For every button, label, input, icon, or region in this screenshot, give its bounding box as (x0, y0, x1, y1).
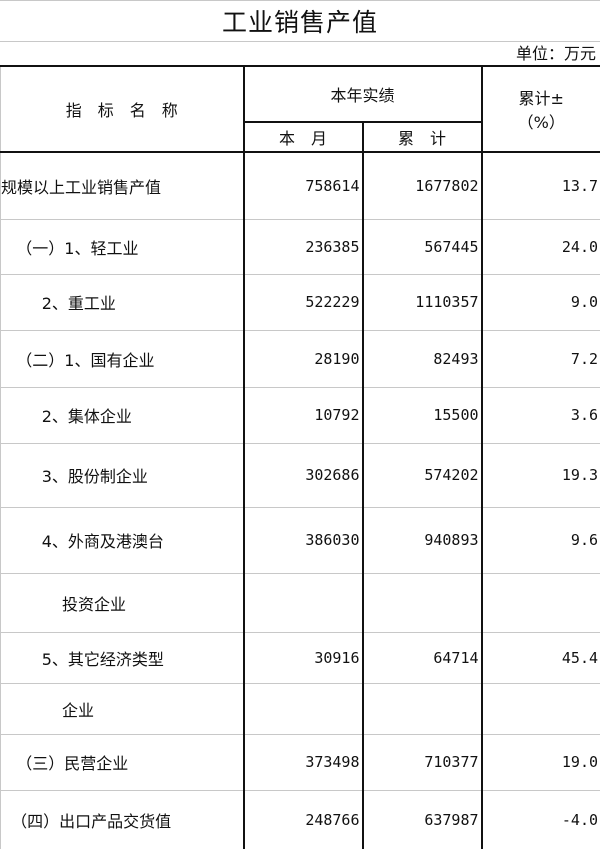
table-row: 5、其它经济类型 30916 64714 45.4 (0, 631, 600, 684)
report-title: 工业销售产值 (0, 0, 600, 42)
row-change: 9.0 (480, 273, 600, 331)
sales-table: 指 标 名 称 本年实绩 累计± （%） 本 月 累 计 规模以上工业销售产值 7… (0, 65, 600, 849)
row-cumulative (361, 572, 483, 633)
row-cumulative: 637987 (361, 789, 483, 849)
row-month: 10792 (242, 386, 364, 444)
row-month: 522229 (242, 273, 364, 331)
row-month: 302686 (242, 442, 364, 508)
header-change-line2: （%） (517, 113, 565, 132)
row-name: 企业 (0, 682, 245, 735)
table-row: 2、集体企业 10792 15500 3.6 (0, 386, 600, 444)
table-row: （四）出口产品交货值 248766 637987 -4.0 (0, 789, 600, 849)
table-row: 规模以上工业销售产值 758614 1677802 13.7 (0, 151, 600, 220)
row-change (480, 572, 600, 633)
row-change: 19.3 (480, 442, 600, 508)
row-month: 386030 (242, 506, 364, 574)
row-month (242, 682, 364, 735)
row-name: 4、外商及港澳台 (0, 506, 245, 574)
row-change: 9.6 (480, 506, 600, 574)
row-change: 7.2 (480, 329, 600, 388)
row-name: 投资企业 (0, 572, 245, 633)
header-change: 累计± （%） (480, 65, 600, 153)
header-this-month: 本 月 (243, 121, 364, 153)
row-cumulative: 82493 (361, 329, 483, 388)
table-row: （一）1、轻工业 236385 567445 24.0 (0, 218, 600, 275)
row-cumulative: 1110357 (361, 273, 483, 331)
row-month: 373498 (242, 733, 364, 791)
row-cumulative: 574202 (361, 442, 483, 508)
row-change: 3.6 (480, 386, 600, 444)
header-cumulative: 累 计 (361, 121, 483, 153)
row-name: 5、其它经济类型 (0, 631, 245, 684)
row-month (242, 572, 364, 633)
row-cumulative: 1677802 (361, 151, 483, 220)
row-month: 248766 (242, 789, 364, 849)
row-change: -4.0 (480, 789, 600, 849)
row-change: 19.0 (480, 733, 600, 791)
header-current-year: 本年实绩 (242, 65, 483, 123)
row-month: 28190 (242, 329, 364, 388)
row-name: （一）1、轻工业 (0, 218, 245, 275)
table-row: 企业 (0, 682, 600, 735)
header-indicator: 指 标 名 称 (0, 65, 245, 153)
row-name: （四）出口产品交货值 (0, 789, 245, 849)
table-row: 3、股份制企业 302686 574202 19.3 (0, 442, 600, 508)
row-change: 13.7 (480, 151, 600, 220)
row-cumulative: 567445 (361, 218, 483, 275)
row-name: 规模以上工业销售产值 (0, 151, 245, 220)
row-name: 3、股份制企业 (0, 442, 245, 508)
table-row: 2、重工业 522229 1110357 9.0 (0, 273, 600, 331)
row-cumulative: 64714 (361, 631, 483, 684)
row-month: 236385 (242, 218, 364, 275)
row-change: 24.0 (480, 218, 600, 275)
table-row: 4、外商及港澳台 386030 940893 9.6 (0, 506, 600, 574)
row-name: 2、重工业 (0, 273, 245, 331)
row-month: 30916 (242, 631, 364, 684)
row-month: 758614 (242, 151, 364, 220)
row-cumulative (361, 682, 483, 735)
row-name: （三）民营企业 (0, 733, 245, 791)
table-row: （二）1、国有企业 28190 82493 7.2 (0, 329, 600, 388)
row-cumulative: 940893 (361, 506, 483, 574)
table-row: 投资企业 (0, 572, 600, 633)
row-change: 45.4 (480, 631, 600, 684)
row-name: 2、集体企业 (0, 386, 245, 444)
row-cumulative: 710377 (361, 733, 483, 791)
header-change-line1: 累计± (518, 89, 564, 108)
unit-label: 单位：万元 (515, 44, 596, 63)
row-cumulative: 15500 (361, 386, 483, 444)
row-name: （二）1、国有企业 (0, 329, 245, 388)
table-row: （三）民营企业 373498 710377 19.0 (0, 733, 600, 791)
row-change (480, 682, 600, 735)
